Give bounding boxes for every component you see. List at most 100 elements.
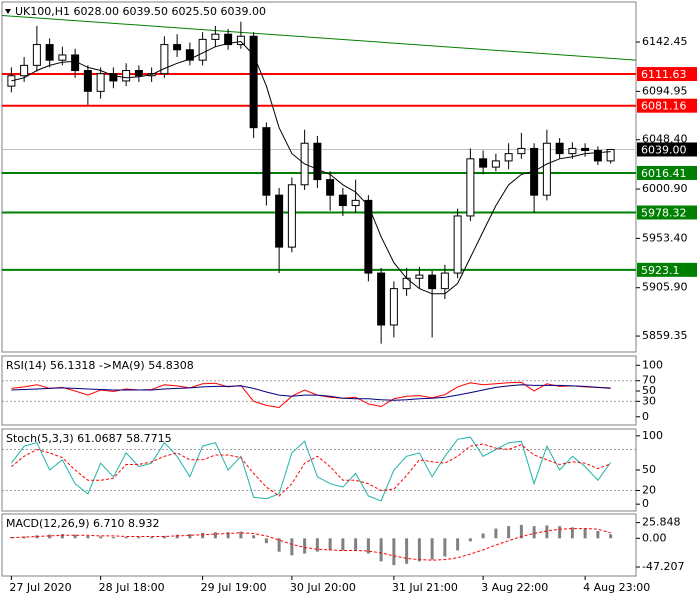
candle-body [134, 70, 143, 77]
candle-body [122, 70, 131, 82]
indicator-line [11, 381, 611, 409]
y-tick-label: 30 [642, 394, 656, 407]
candle-body [287, 184, 296, 248]
candle-body [338, 194, 347, 207]
candle-body [364, 199, 373, 274]
candle-body [275, 194, 284, 248]
candle-body [440, 272, 449, 290]
panel-frame [1, 513, 637, 577]
histogram-bar [188, 534, 192, 539]
y-tick-label: 6000.90 [642, 182, 688, 195]
candle-body [326, 179, 335, 196]
candle-body [45, 44, 54, 61]
histogram-bar [494, 528, 498, 539]
candle-body [198, 38, 207, 61]
histogram-bar [252, 535, 256, 539]
candle-body [313, 142, 322, 181]
histogram-bar [570, 527, 574, 539]
candle-body [415, 274, 424, 279]
candle-body [568, 147, 577, 155]
histogram-bar [519, 524, 523, 539]
histogram-bar [392, 538, 396, 566]
level-box [637, 67, 697, 82]
histogram-bar [405, 538, 409, 564]
y-tick-label: 70 [642, 374, 656, 387]
level-label: 6081.16 [641, 100, 687, 113]
histogram-bar [111, 537, 115, 539]
histogram-bar [596, 531, 600, 539]
histogram-bar [60, 534, 64, 539]
histogram-bar [99, 536, 103, 539]
histogram-bar [507, 526, 511, 539]
histogram-bar [48, 534, 52, 539]
candle-body [236, 35, 245, 46]
candle-body [262, 127, 271, 196]
histogram-bar [379, 538, 383, 562]
histogram-bar [162, 535, 166, 539]
candle-body [96, 73, 105, 92]
histogram-bar [315, 538, 319, 552]
candle-body [173, 44, 182, 51]
current-price-box [637, 142, 697, 157]
candle-body [517, 147, 526, 155]
histogram-bar [150, 537, 154, 539]
histogram-bar [609, 534, 613, 539]
candle-body [428, 274, 437, 290]
x-tick-label: 30 Jul 20:00 [290, 581, 356, 594]
y-tick-label: 0 [642, 497, 649, 510]
panel-frame [1, 1, 637, 353]
candle-body [466, 158, 475, 217]
candle-body [377, 272, 386, 326]
level-box [637, 165, 697, 180]
histogram-bar [468, 538, 472, 542]
moving-average [11, 40, 611, 295]
level-box [637, 98, 697, 113]
candle-body [211, 33, 220, 40]
histogram-bar [481, 533, 485, 539]
candle-body [593, 150, 602, 162]
panel-title: Stoch(5,3,3) 61.0687 58.7715 [6, 432, 172, 445]
y-tick-label: 6094.95 [642, 84, 688, 97]
histogram-bar [583, 528, 587, 539]
level-label: 6016.41 [641, 167, 687, 180]
panel-title: MACD(12,26,9) 6.710 8.932 [6, 517, 160, 530]
histogram-bar [73, 534, 77, 539]
histogram-bar [417, 538, 421, 562]
current-price-label: 6039.00 [641, 143, 687, 156]
indicator-line [11, 384, 611, 401]
x-tick-label: 27 Jul 2020 [9, 581, 71, 594]
y-tick-label: 50 [642, 463, 656, 476]
histogram-bar [175, 534, 179, 539]
histogram-bar [213, 532, 217, 539]
level-label: 6111.63 [641, 68, 687, 81]
candle-body [249, 35, 258, 129]
histogram-bar [532, 526, 536, 539]
histogram-bar [9, 537, 13, 539]
histogram-bar [443, 538, 447, 557]
candle-body [20, 64, 29, 77]
panel-frame [1, 355, 637, 426]
x-tick-label: 4 Aug 23:00 [583, 581, 650, 594]
level-label: 5978.32 [641, 206, 687, 219]
candle-body [555, 142, 564, 155]
histogram-bar [341, 538, 345, 551]
candle-body [351, 199, 360, 207]
candle-body [504, 153, 513, 162]
candle-body [58, 54, 67, 61]
candle-body [32, 44, 41, 66]
candle-body [491, 160, 500, 168]
histogram-bar [456, 538, 460, 551]
level-label: 5923.1 [641, 264, 680, 277]
histogram-bar [354, 538, 358, 550]
histogram-bar [545, 525, 549, 539]
x-tick-label: 3 Aug 22:00 [481, 581, 548, 594]
candle-body [224, 33, 233, 46]
histogram-bar [430, 538, 434, 560]
histogram-bar [86, 535, 90, 539]
histogram-bar [303, 538, 307, 554]
histogram-bar [290, 538, 294, 556]
menu-triangle [5, 9, 11, 14]
histogram-bar [558, 526, 562, 539]
histogram-bar [226, 532, 230, 539]
